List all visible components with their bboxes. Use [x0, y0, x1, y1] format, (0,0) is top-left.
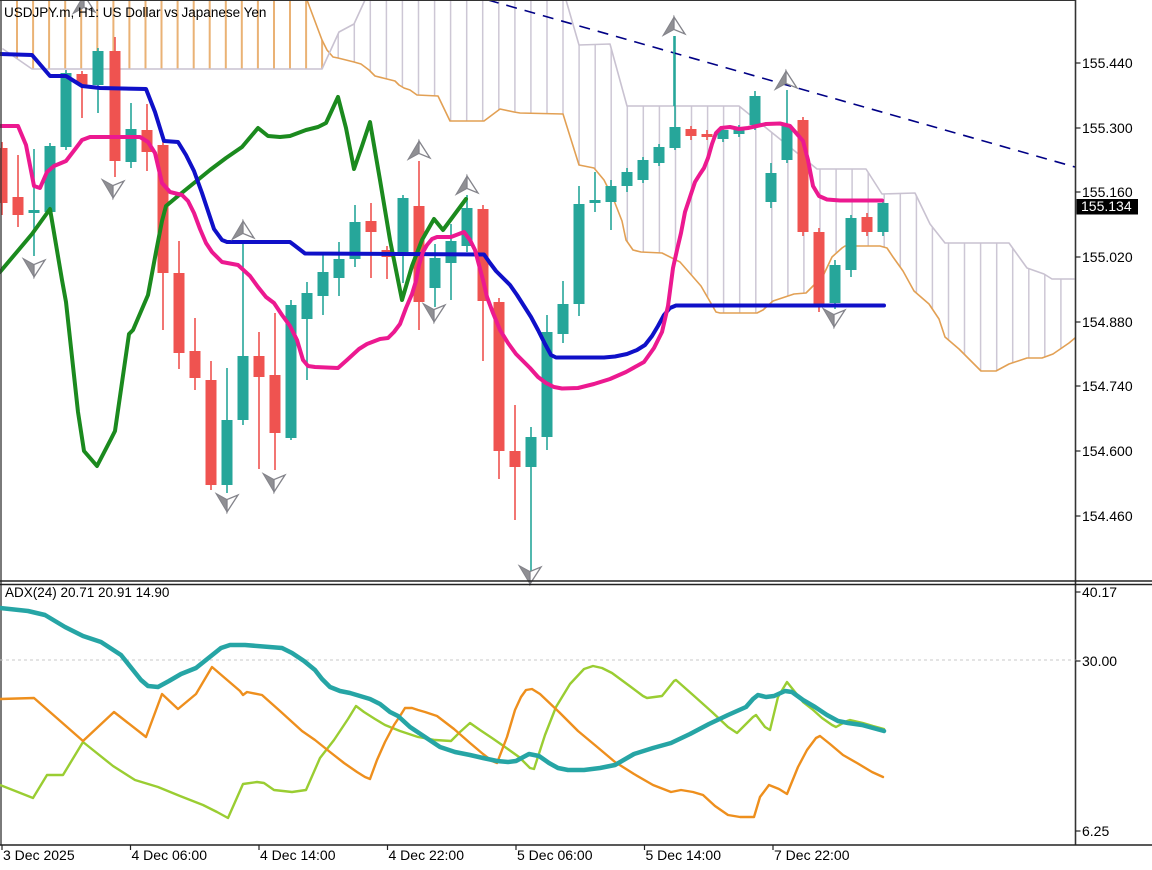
- svg-text:155.300: 155.300: [1082, 120, 1133, 136]
- svg-text:154.880: 154.880: [1082, 314, 1133, 330]
- svg-text:5 Dec 14:00: 5 Dec 14:00: [646, 847, 722, 863]
- svg-text:30.00: 30.00: [1082, 653, 1117, 669]
- svg-text:154.460: 154.460: [1082, 508, 1133, 524]
- svg-text:4 Dec 14:00: 4 Dec 14:00: [260, 847, 336, 863]
- svg-text:4 Dec 22:00: 4 Dec 22:00: [389, 847, 465, 863]
- svg-text:40.17: 40.17: [1082, 584, 1117, 600]
- svg-text:USDJPY.m, H1: US Dollar vs Ja: USDJPY.m, H1: US Dollar vs Japanese Yen: [4, 5, 266, 20]
- svg-text:4 Dec 06:00: 4 Dec 06:00: [132, 847, 208, 863]
- svg-text:154.740: 154.740: [1082, 378, 1133, 394]
- svg-text:ADX(24) 20.71 20.91 14.90: ADX(24) 20.71 20.91 14.90: [5, 585, 169, 600]
- svg-text:6.25: 6.25: [1082, 823, 1109, 839]
- svg-text:155.020: 155.020: [1082, 249, 1133, 265]
- svg-text:5 Dec 06:00: 5 Dec 06:00: [517, 847, 593, 863]
- svg-text:154.600: 154.600: [1082, 443, 1133, 459]
- svg-text:7 Dec 22:00: 7 Dec 22:00: [774, 847, 850, 863]
- svg-text:155.440: 155.440: [1082, 55, 1133, 71]
- svg-text:155.134: 155.134: [1081, 198, 1132, 214]
- svg-text:3 Dec 2025: 3 Dec 2025: [3, 847, 75, 863]
- svg-text:155.160: 155.160: [1082, 184, 1133, 200]
